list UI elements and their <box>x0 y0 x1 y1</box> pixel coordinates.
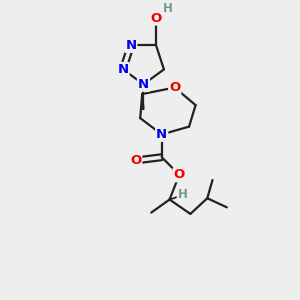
Text: H: H <box>163 2 173 15</box>
Text: O: O <box>169 81 180 94</box>
Text: N: N <box>138 78 149 91</box>
Text: N: N <box>118 63 129 76</box>
Text: N: N <box>156 128 167 141</box>
Text: O: O <box>130 154 141 167</box>
Text: H: H <box>178 188 188 201</box>
Text: O: O <box>151 12 162 25</box>
Text: N: N <box>125 39 136 52</box>
Text: O: O <box>174 168 185 181</box>
